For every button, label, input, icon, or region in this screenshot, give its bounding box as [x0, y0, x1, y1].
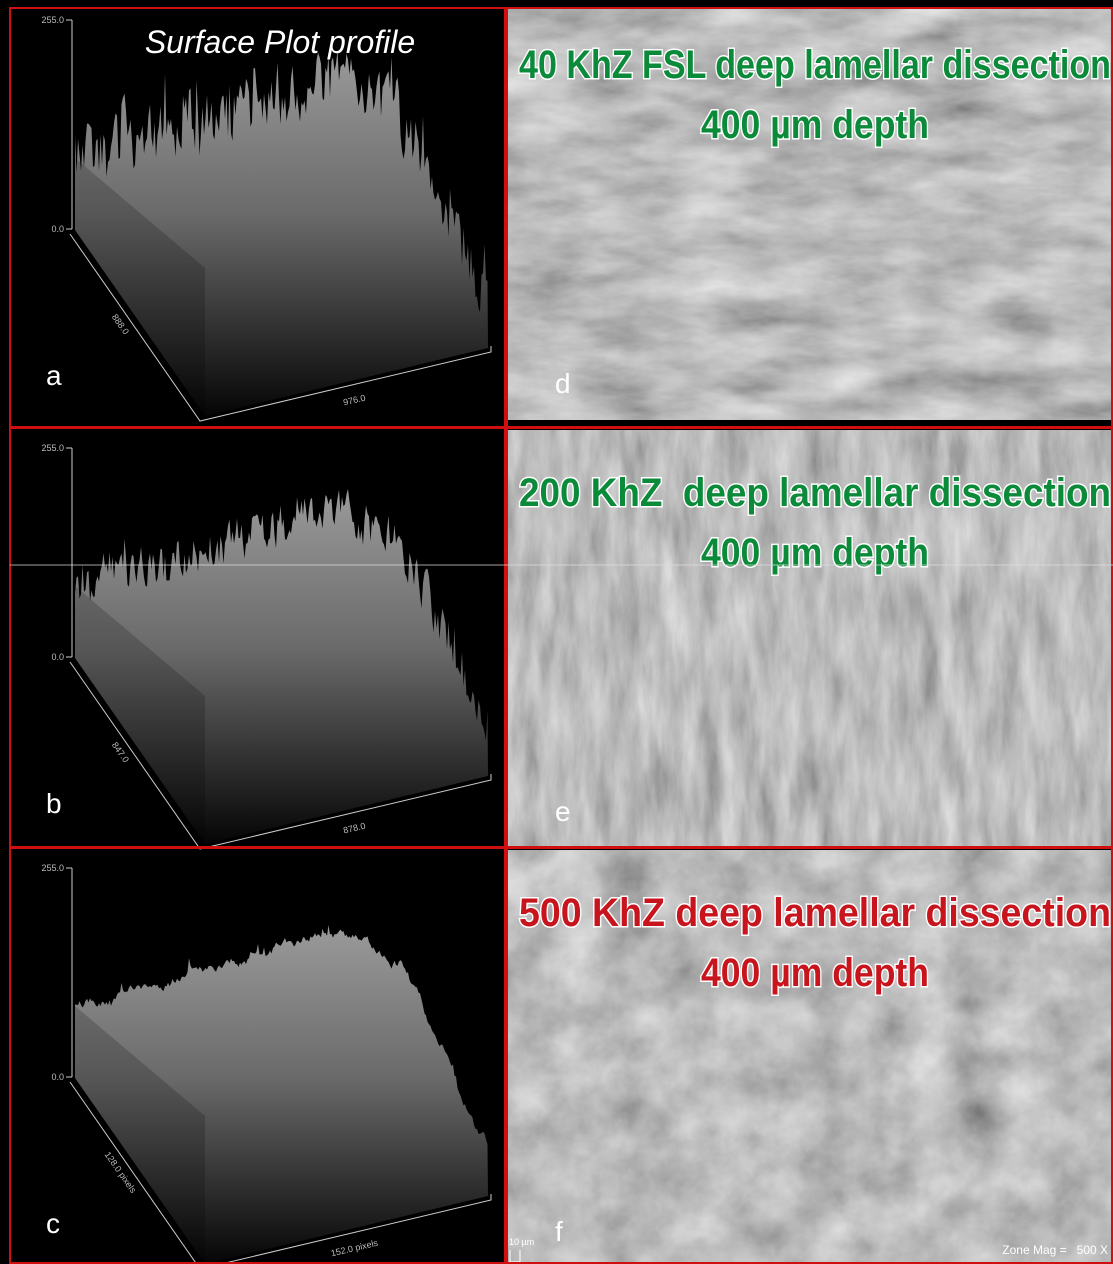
sem-title: 500 KhZ deep lamellar dissection — [519, 891, 1111, 935]
y-top-label: 255.0 — [41, 15, 64, 25]
plot-title: Surface Plot profile — [145, 24, 415, 60]
y-bottom-label: 0.0 — [51, 652, 64, 662]
sem-subtitle: 400 µm depth — [701, 103, 929, 147]
scale-bar-label: 10 µm — [509, 1237, 534, 1247]
panel-letter: f — [555, 1216, 563, 1247]
sem-subtitle: 400 µm depth — [701, 951, 929, 995]
panel-letter: b — [46, 788, 62, 819]
zone-mag: Zone Mag = 500 X — [1002, 1243, 1108, 1257]
panel-letter: c — [46, 1208, 60, 1239]
y-bottom-label: 0.0 — [51, 1072, 64, 1082]
sem-title: 200 KhZ deep lamellar dissection — [519, 471, 1111, 515]
y-top-label: 255.0 — [41, 443, 64, 453]
sem-subtitle: 400 µm depth — [701, 531, 929, 575]
panel-letter: e — [555, 796, 571, 827]
sem-title: 40 KhZ FSL deep lamellar dissection — [519, 43, 1111, 87]
panel-letter: a — [46, 360, 62, 391]
figure: 255.00.0888.0976.0aSurface Plot profile2… — [0, 0, 1113, 1264]
panel-letter: d — [555, 368, 571, 399]
y-bottom-label: 0.0 — [51, 224, 64, 234]
y-top-label: 255.0 — [41, 863, 64, 873]
